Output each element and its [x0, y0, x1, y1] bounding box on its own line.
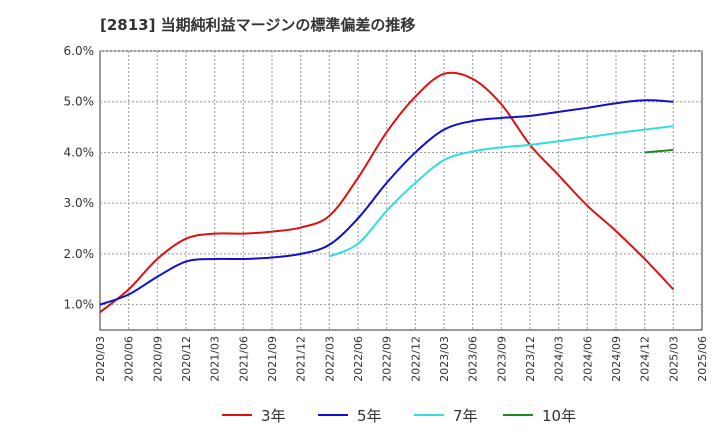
- x-tick-label: 2023/03: [438, 336, 451, 382]
- legend-label: 3年: [261, 406, 286, 425]
- legend-swatch: [222, 414, 252, 416]
- x-tick-label: 2022/12: [409, 336, 422, 382]
- legend-label: 5年: [357, 406, 382, 425]
- y-tick-label: 6.0%: [64, 44, 95, 58]
- legend-swatch: [414, 414, 444, 416]
- x-tick-label: 2024/03: [553, 336, 566, 382]
- y-tick-label: 1.0%: [64, 298, 95, 312]
- vertical-gridlines: [128, 51, 674, 330]
- series-lines: [99, 71, 675, 314]
- x-axis-tick-labels: 2020/03 2020/06 2020/09 2020/12 2021/03 2021/…: [94, 336, 709, 382]
- x-tick-label: 2020/12: [180, 336, 193, 382]
- legend-swatch: [318, 414, 348, 416]
- legend-label: 7年: [453, 406, 478, 425]
- chart-legend: 3年 5年 7年 10年: [0, 400, 720, 430]
- legend-label: 10年: [542, 406, 577, 425]
- x-tick-label: 2020/03: [94, 336, 107, 382]
- x-tick-label: 2021/03: [209, 336, 222, 382]
- legend-item: 10年: [503, 400, 576, 430]
- x-tick-label: 2023/06: [467, 336, 480, 382]
- y-axis-tick-labels: 1.0% 2.0% 3.0% 4.0% 5.0% 6.0%: [64, 44, 95, 312]
- x-tick-label: 2024/09: [610, 336, 623, 382]
- series-line-7年: [328, 125, 674, 258]
- x-tick-label: 2022/09: [381, 336, 394, 382]
- x-tick-label: 2025/06: [696, 336, 709, 382]
- series-line-10年: [644, 148, 674, 154]
- x-tick-label: 2023/09: [495, 336, 508, 382]
- plot-area: [99, 50, 703, 331]
- x-tick-label: 2022/03: [323, 336, 336, 382]
- legend-item: 7年: [414, 400, 478, 430]
- x-tick-label: 2022/06: [352, 336, 365, 382]
- x-tick-label: 2021/09: [266, 336, 279, 382]
- x-tick-label: 2021/12: [295, 336, 308, 382]
- y-tick-label: 4.0%: [64, 145, 95, 159]
- y-tick-label: 3.0%: [64, 196, 95, 210]
- x-tick-label: 2020/09: [151, 336, 164, 382]
- chart-title: [2813] 当期純利益マージンの標準偏差の推移: [100, 16, 416, 34]
- legend-swatch: [503, 414, 533, 416]
- x-tick-label: 2020/06: [123, 336, 136, 382]
- y-tick-label: 2.0%: [64, 247, 95, 261]
- x-tick-label: 2024/06: [581, 336, 594, 382]
- x-tick-label: 2025/03: [667, 336, 680, 382]
- series-line-3年: [99, 71, 675, 314]
- series-line-5年: [99, 99, 674, 306]
- legend-item: 5年: [318, 400, 382, 430]
- legend-item: 3年: [222, 400, 286, 430]
- horizontal-gridlines: [100, 50, 702, 306]
- x-tick-label: 2023/12: [524, 336, 537, 382]
- y-tick-label: 5.0%: [64, 95, 95, 109]
- x-tick-label: 2021/06: [237, 336, 250, 382]
- x-tick-label: 2024/12: [639, 336, 652, 382]
